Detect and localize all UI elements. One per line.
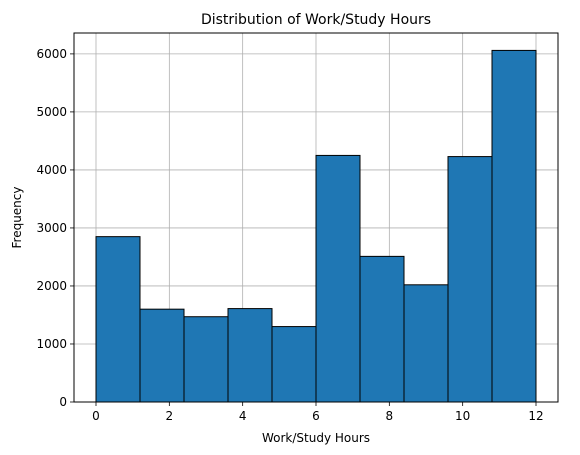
x-tick-label: 8 [386, 409, 394, 423]
histogram-bar [139, 308, 185, 403]
y-axis-label: Frequency [10, 187, 24, 249]
y-tick-label: 2000 [36, 279, 67, 293]
y-tick-label: 0 [59, 395, 67, 409]
x-tick-label: 4 [239, 409, 247, 423]
x-tick-label: 6 [312, 409, 320, 423]
y-tick-label: 5000 [36, 105, 67, 119]
y-tick-label: 4000 [36, 163, 67, 177]
ticks: 0 2 4 6 8 10 12 0 1000 2000 3000 4000 5000 6000 [36, 47, 543, 423]
histogram-bar [227, 308, 273, 403]
histogram-bar [491, 49, 537, 403]
x-tick-label: 0 [92, 409, 100, 423]
histogram-bar [183, 316, 229, 403]
x-axis-label: Work/Study Hours [262, 431, 370, 445]
histogram-bar [403, 284, 449, 403]
y-tick-label: 3000 [36, 221, 67, 235]
x-tick-label: 2 [166, 409, 174, 423]
x-tick-label: 12 [528, 409, 543, 423]
histogram-bar [447, 156, 493, 403]
y-tick-label: 1000 [36, 337, 67, 351]
histogram-bar [359, 255, 405, 403]
histogram-bar [315, 154, 361, 403]
y-tick-label: 6000 [36, 47, 67, 61]
histogram-bar [271, 326, 317, 403]
chart-title: Distribution of Work/Study Hours [201, 12, 431, 28]
histogram-bar [95, 236, 141, 403]
x-tick-label: 10 [455, 409, 470, 423]
